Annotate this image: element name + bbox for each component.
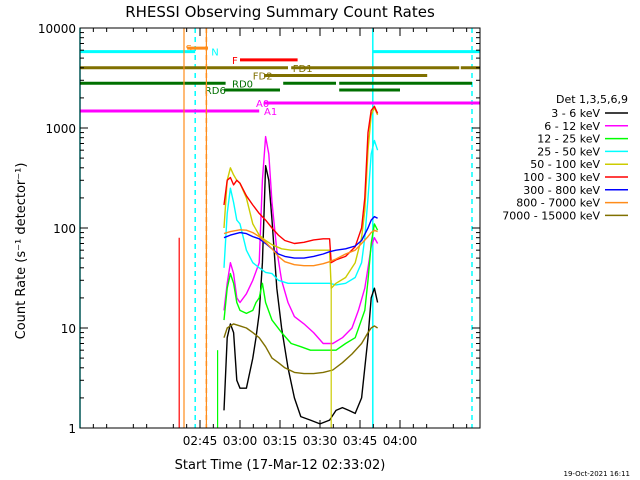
legend-entry-label: 100 - 300 keV (523, 171, 600, 184)
legend-entry-label: 50 - 100 keV (530, 158, 600, 171)
series-line (223, 323, 378, 375)
flag-bar-label: A0 (256, 99, 269, 110)
flag-bar-label: FD1 (293, 64, 313, 75)
flag-bar-label: S (186, 44, 192, 55)
series-line (223, 165, 379, 425)
series-line (223, 135, 379, 345)
y-tick-label: 10 (61, 322, 76, 336)
x-tick-label: 04:00 (383, 434, 418, 448)
legend-entry-label: 3 - 6 keV (551, 107, 600, 120)
series-line (223, 139, 379, 286)
series-lines (223, 105, 379, 425)
flag-bar-label: RD6 (205, 86, 226, 97)
legend-entry-label: 25 - 50 keV (537, 145, 600, 158)
flag-bar-label: RD0 (232, 79, 253, 90)
plot-frame (79, 27, 481, 429)
y-axis: 1 10 100 1000 10000 (38, 22, 480, 436)
legend-entry-label: 300 - 800 keV (523, 184, 600, 197)
flag-bar-label: N (211, 48, 218, 59)
x-tick-label: 03:00 (223, 434, 258, 448)
series-line (223, 223, 379, 351)
y-tick-label: 100 (53, 222, 76, 236)
legend-entry-label: 12 - 25 keV (537, 133, 600, 146)
series-line (223, 229, 378, 267)
spikes (178, 28, 332, 428)
timestamp: 19-Oct-2021 16:11 (564, 470, 630, 478)
flag-bar-label: FD2 (253, 71, 273, 82)
legend-entry-label: 800 - 7000 keV (516, 197, 600, 210)
series-line (223, 215, 378, 259)
y-tick-label: 1 (68, 422, 76, 436)
flag-bar-label: A1 (264, 107, 277, 118)
x-tick-label: 03:15 (263, 434, 298, 448)
chart-title: RHESSI Observing Summary Count Rates (125, 3, 435, 21)
y-tick-label: 10000 (38, 22, 76, 36)
x-axis-label: Start Time (17-Mar-12 02:33:02) (175, 458, 386, 473)
series-line (223, 105, 379, 264)
x-axis: 02:45 03:00 03:15 03:30 03:45 04:00 (92, 28, 468, 448)
legend-entry-label: 7000 - 15000 keV (502, 209, 600, 222)
x-tick-label: 02:45 (183, 434, 218, 448)
y-axis-label: Count Rate (s⁻¹ detector⁻¹) (14, 163, 29, 340)
flag-bar-label: F (232, 56, 238, 67)
legend-entry-label: 6 - 12 keV (544, 120, 600, 133)
y-tick-label: 1000 (45, 122, 76, 136)
legend-title: Det 1,3,5,6,9 (556, 93, 628, 106)
x-tick-label: 03:30 (303, 434, 338, 448)
vertical-markers (79, 28, 473, 428)
x-tick-label: 03:45 (343, 434, 378, 448)
